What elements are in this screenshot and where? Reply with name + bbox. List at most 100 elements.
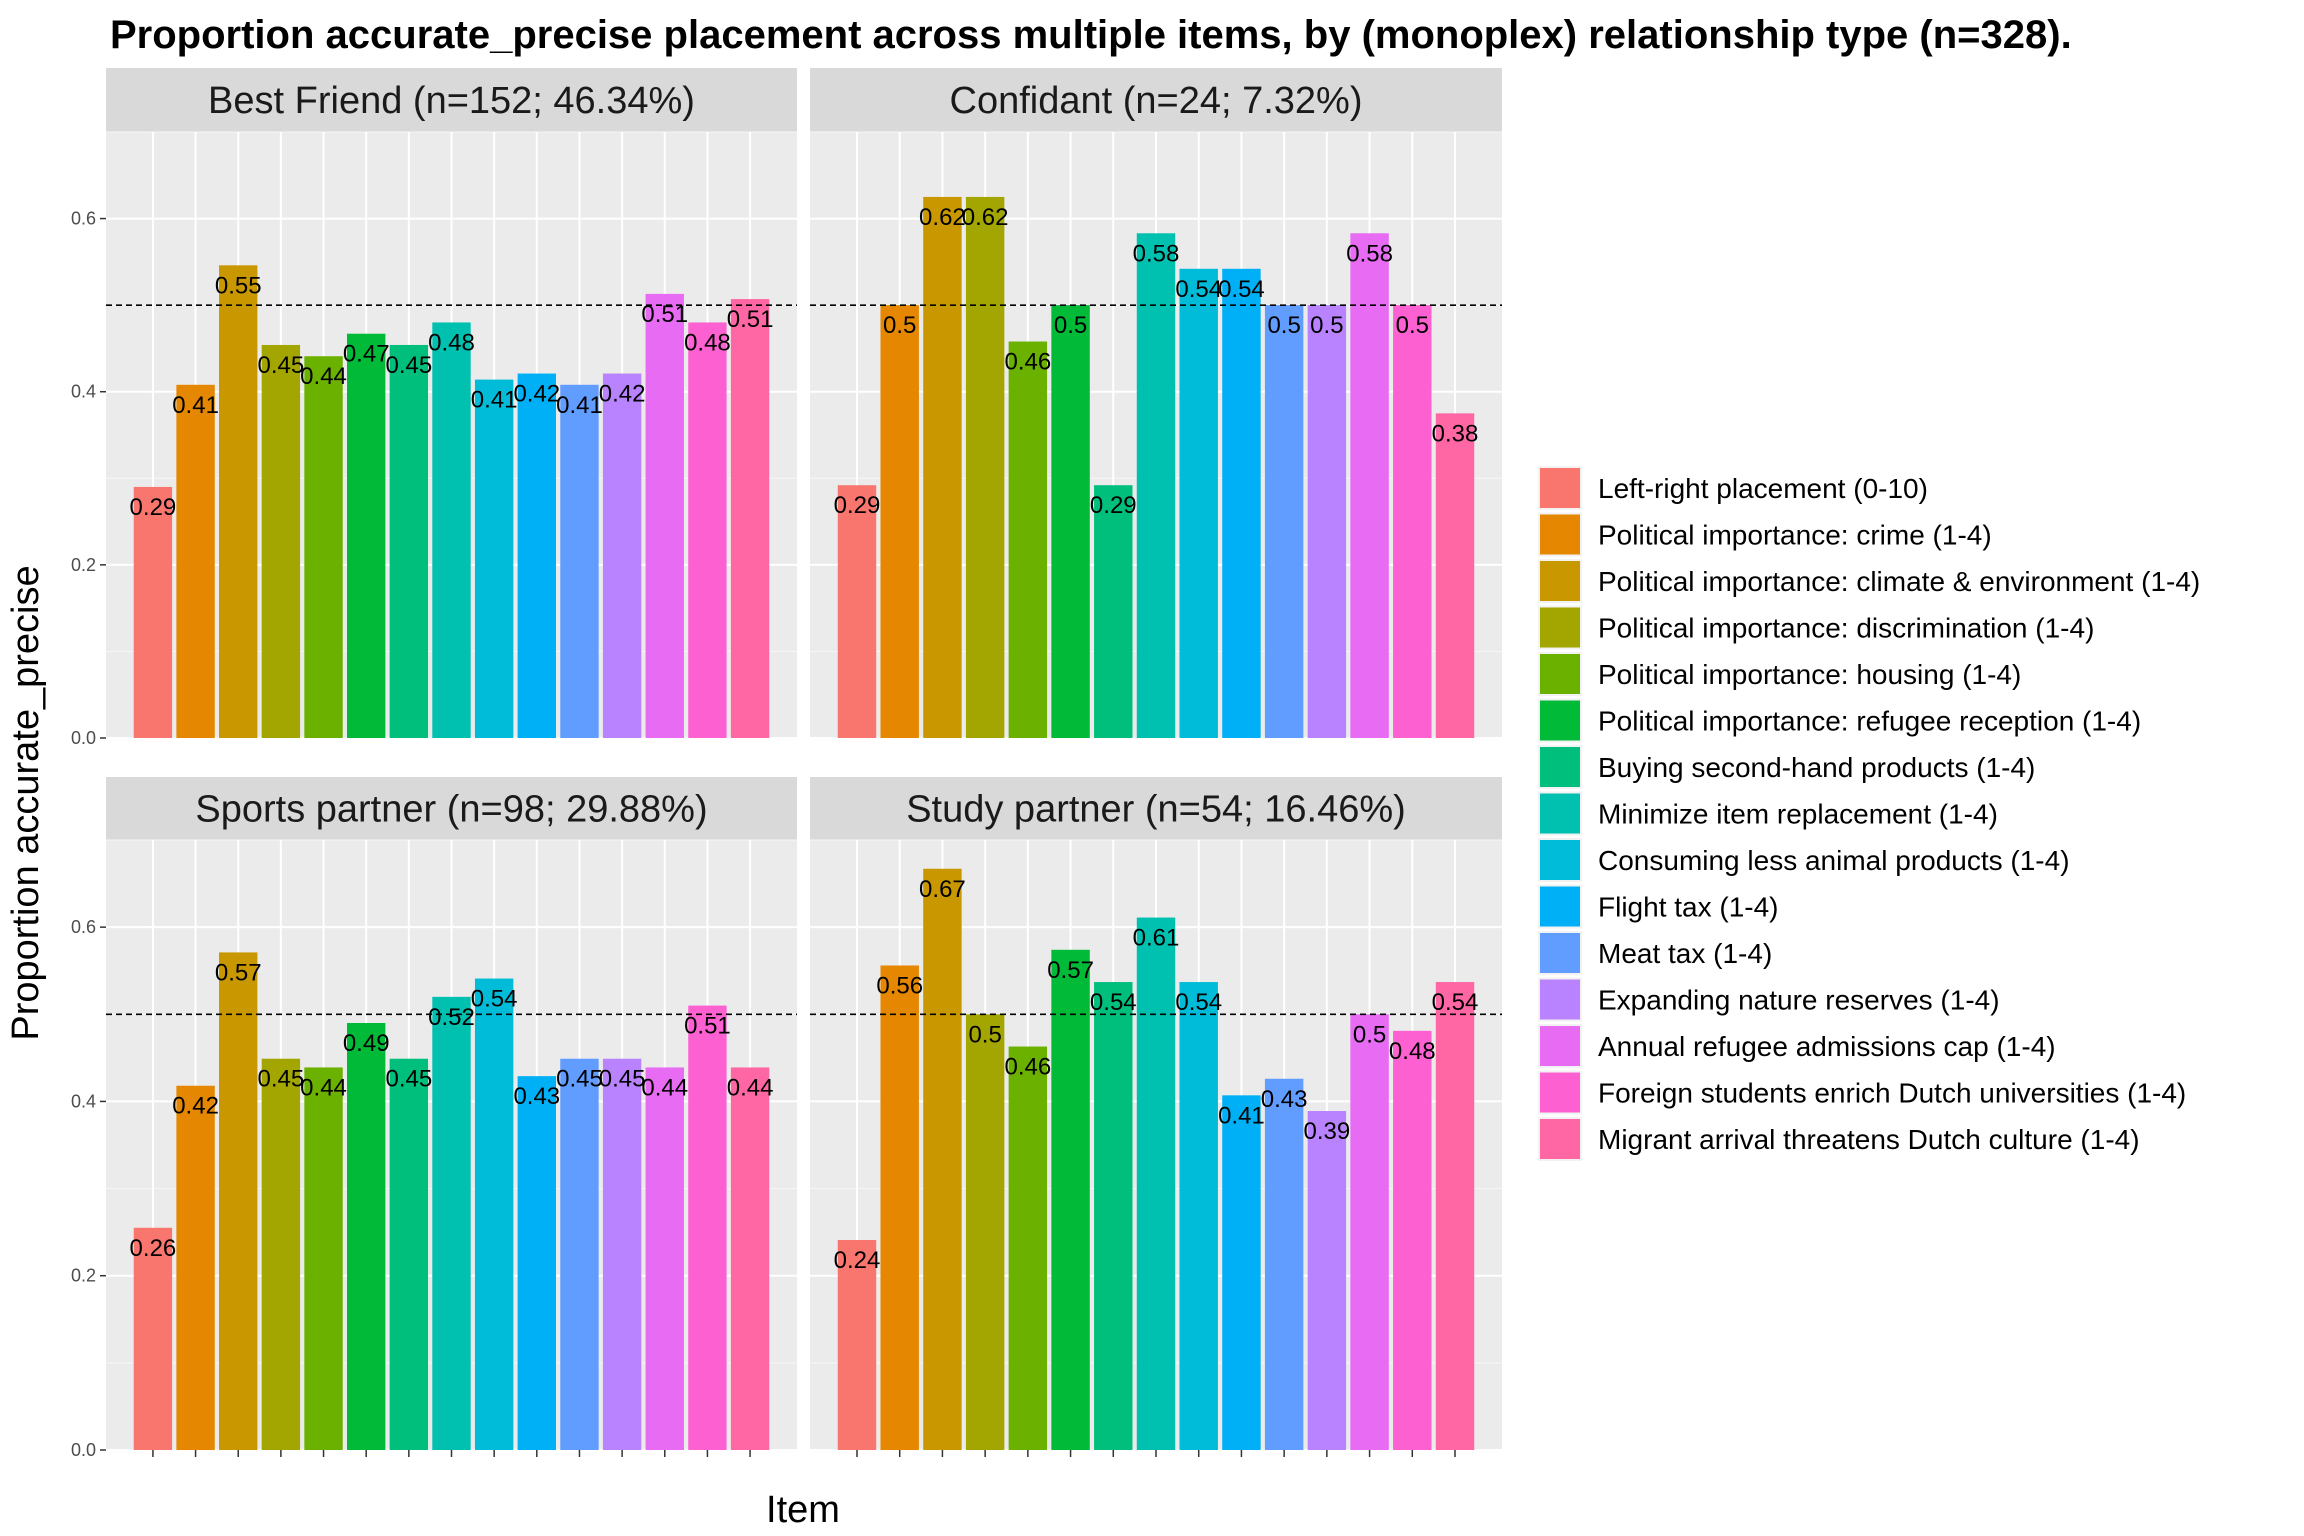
bar-value-label: 0.51	[641, 301, 688, 328]
bar	[389, 1058, 429, 1450]
bar-value-label: 0.38	[1432, 420, 1479, 447]
bar-value-label: 0.57	[1047, 957, 1094, 984]
y-tick-label: 0.4	[71, 382, 96, 402]
bar	[432, 322, 471, 738]
bar	[602, 373, 642, 738]
facet-strip	[810, 68, 1502, 132]
bar-value-label: 0.44	[300, 1074, 347, 1101]
legend-swatch	[1540, 979, 1580, 1020]
bar	[133, 486, 173, 738]
bar-value-label: 0.29	[130, 494, 177, 521]
legend-label: Flight tax (1-4)	[1598, 892, 1779, 923]
bar-value-label: 0.48	[1389, 1038, 1436, 1065]
bar-value-label: 0.41	[1218, 1102, 1265, 1129]
legend-label: Buying second-hand products (1-4)	[1598, 752, 2035, 783]
bar-value-label: 0.45	[385, 352, 432, 379]
legend-label: Expanding nature reserves (1-4)	[1598, 985, 2000, 1016]
legend-swatch	[1540, 1072, 1580, 1113]
bar	[560, 1058, 599, 1450]
legend-swatch	[1540, 561, 1580, 601]
bar-value-label: 0.45	[599, 1066, 646, 1093]
legend-label: Political importance: refugee reception …	[1598, 706, 2141, 737]
bar	[346, 1023, 386, 1450]
bar-value-label: 0.62	[962, 204, 1009, 231]
facet-panel: Best Friend (n=152; 46.34%) 0.0 0.2 0.4 0.6 0…	[71, 68, 797, 748]
bar	[645, 293, 684, 738]
bar-value-label: 0.54	[1175, 989, 1222, 1016]
legend-label: Migrant arrival threatens Dutch culture …	[1598, 1124, 2140, 1155]
bar-value-label: 0.56	[876, 972, 923, 999]
bar-value-label: 0.55	[215, 272, 262, 299]
bar-value-label: 0.26	[130, 1235, 177, 1262]
y-axis-title: Proportion accurate_precise	[5, 565, 47, 1040]
bar	[1008, 1046, 1048, 1450]
bar	[176, 384, 215, 738]
legend-swatch	[1540, 933, 1580, 973]
legend-label: Political importance: climate & environm…	[1598, 566, 2200, 597]
facet-strip-label: Sports partner (n=98; 29.88%)	[195, 789, 707, 831]
bar	[1051, 949, 1090, 1450]
legend-swatch	[1540, 886, 1580, 927]
bar	[1435, 413, 1475, 738]
legend-swatch	[1540, 1026, 1580, 1066]
bar	[923, 196, 962, 738]
bar-value-label: 0.5	[883, 312, 916, 339]
bar-value-label: 0.54	[471, 986, 518, 1013]
bar	[304, 1067, 343, 1450]
y-tick-label: 0.0	[71, 1440, 96, 1460]
bar-value-label: 0.54	[1432, 989, 1479, 1016]
bar-value-label: 0.51	[727, 306, 774, 333]
bar-value-label: 0.48	[428, 329, 475, 356]
bar	[923, 868, 962, 1450]
bar	[688, 322, 727, 738]
bar	[1179, 982, 1218, 1450]
y-tick-label: 0.4	[71, 1091, 96, 1111]
legend-label: Consuming less animal products (1-4)	[1598, 845, 2070, 876]
legend-label: Left-right placement (0-10)	[1598, 473, 1928, 504]
facet-strip-label: Study partner (n=54; 16.46%)	[906, 789, 1406, 831]
bar-value-label: 0.5	[1054, 312, 1087, 339]
bar	[261, 344, 301, 738]
bar	[1393, 305, 1432, 738]
bar-value-label: 0.45	[385, 1066, 432, 1093]
legend-swatch	[1540, 840, 1580, 880]
bar	[1307, 1111, 1347, 1450]
legend-swatch	[1540, 514, 1580, 555]
bar-value-label: 0.42	[599, 381, 646, 408]
legend-label: Minimize item replacement (1-4)	[1598, 799, 1998, 830]
facet-strip	[810, 777, 1502, 840]
bar-value-label: 0.43	[513, 1083, 560, 1110]
facet-panel: Sports partner (n=98; 29.88%) 0.0 0.2 0.4 0.…	[71, 777, 797, 1460]
legend-label: Meat tax (1-4)	[1598, 938, 1772, 969]
bar-value-label: 0.44	[727, 1074, 774, 1101]
bar	[837, 1239, 877, 1450]
bar-value-label: 0.41	[172, 392, 219, 419]
bar	[1264, 1078, 1304, 1450]
bar-value-label: 0.24	[834, 1247, 881, 1274]
bar-value-label: 0.57	[215, 959, 262, 986]
legend: Left-right placement (0-10) Political imp…	[1538, 466, 2200, 1161]
bar	[560, 384, 599, 738]
bar-value-label: 0.47	[343, 341, 390, 368]
facet-strip	[106, 68, 797, 132]
bar	[432, 996, 471, 1450]
bar	[261, 1058, 301, 1450]
y-tick-label: 0.6	[71, 209, 96, 229]
bar-value-label: 0.5	[1267, 312, 1300, 339]
bar-value-label: 0.5	[1310, 312, 1343, 339]
bar-value-label: 0.52	[428, 1004, 475, 1031]
bar	[474, 978, 514, 1450]
bar	[474, 379, 514, 738]
y-tick-label: 0.0	[71, 728, 96, 748]
bar-value-label: 0.46	[1004, 349, 1051, 376]
bar-value-label: 0.43	[1261, 1086, 1308, 1113]
bar-value-label: 0.48	[684, 329, 731, 356]
bar-value-label: 0.58	[1346, 240, 1393, 267]
bar	[176, 1085, 215, 1450]
bar-value-label: 0.45	[258, 352, 305, 379]
facet-strip-label: Confidant (n=24; 7.32%)	[950, 80, 1363, 122]
bar-value-label: 0.67	[919, 876, 966, 903]
bar	[1051, 305, 1090, 738]
bar	[1136, 917, 1176, 1450]
